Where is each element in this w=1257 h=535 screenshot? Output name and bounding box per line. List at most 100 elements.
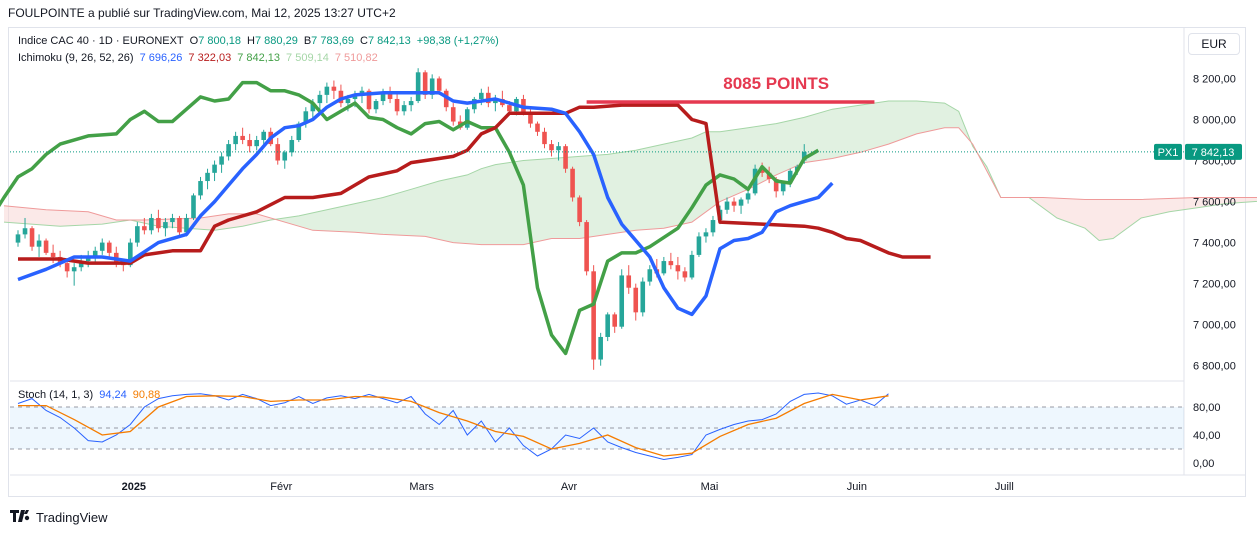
candle-body bbox=[401, 105, 407, 112]
candle bbox=[92, 246, 98, 264]
candle-body bbox=[92, 250, 98, 257]
close-label: C bbox=[360, 35, 368, 47]
ichimoku-name: Ichimoku (9, 26, 52, 26) bbox=[18, 52, 134, 64]
publication-caption: FOULPOINTE a publié sur TradingView.com,… bbox=[8, 6, 396, 20]
time-tick-label: Avr bbox=[561, 481, 578, 493]
candle-body bbox=[556, 146, 561, 151]
candle-body bbox=[303, 111, 309, 124]
open-value: 7 800,18 bbox=[198, 35, 242, 47]
last-price-tag-bg bbox=[1154, 143, 1182, 160]
stoch-d-line bbox=[18, 393, 889, 457]
stoch-tick-label: 0,00 bbox=[1193, 458, 1214, 470]
candle bbox=[156, 209, 161, 233]
candle-body bbox=[15, 234, 21, 243]
candle-body bbox=[591, 271, 596, 360]
currency-button[interactable]: EUR bbox=[1188, 33, 1240, 55]
candle bbox=[282, 150, 288, 169]
candle-body bbox=[464, 109, 470, 128]
candle bbox=[170, 213, 175, 229]
candle-body bbox=[247, 140, 252, 147]
time-tick-label: Juin bbox=[847, 481, 867, 493]
candle-body bbox=[563, 146, 568, 169]
leading-span-b bbox=[3, 127, 1257, 246]
main-series-legend[interactable]: Indice CAC 40 · 1D · EURONEXT O7 800,18 H7… bbox=[18, 35, 505, 47]
candle bbox=[261, 129, 266, 145]
candle bbox=[577, 195, 582, 227]
last-price-badge: 7 842,13 bbox=[1192, 147, 1235, 159]
candle bbox=[212, 160, 217, 182]
ichimoku-legend[interactable]: Ichimoku (9, 26, 52, 26) 7 696,26 7 322,03… bbox=[18, 52, 384, 64]
candle-body bbox=[219, 156, 224, 165]
candle-body bbox=[106, 242, 112, 253]
candle bbox=[731, 197, 737, 212]
candle-body bbox=[738, 199, 744, 206]
candle-body bbox=[261, 131, 266, 141]
candle bbox=[226, 140, 231, 161]
candle-body bbox=[387, 92, 393, 99]
candle-body bbox=[696, 236, 702, 255]
conversion-line bbox=[17, 91, 834, 317]
candle bbox=[745, 189, 751, 204]
candle bbox=[247, 133, 252, 153]
brand-name: TradingView bbox=[36, 510, 108, 525]
stoch-legend[interactable]: Stoch (14, 1, 3) 94,24 90,88 bbox=[18, 389, 166, 401]
lagging-span-line bbox=[0, 80, 820, 356]
candle-body bbox=[226, 144, 231, 157]
candle-body bbox=[787, 170, 793, 184]
candle bbox=[738, 197, 744, 214]
candle bbox=[394, 92, 400, 116]
candle bbox=[324, 82, 330, 104]
candle bbox=[640, 277, 646, 317]
candle-body bbox=[745, 193, 751, 200]
candle-body bbox=[408, 101, 414, 106]
candle bbox=[22, 217, 28, 239]
candle-body bbox=[542, 131, 547, 145]
candle-body bbox=[619, 275, 625, 327]
candle-body bbox=[640, 281, 646, 313]
candle-body bbox=[436, 78, 442, 91]
candle bbox=[675, 256, 681, 280]
chart-frame bbox=[8, 27, 1246, 497]
candle bbox=[584, 220, 589, 276]
candle bbox=[331, 80, 337, 99]
stoch-k-value: 94,24 bbox=[99, 389, 127, 401]
candle-body bbox=[528, 113, 533, 124]
candle bbox=[408, 96, 414, 112]
candle bbox=[15, 230, 21, 247]
candle bbox=[401, 101, 407, 116]
candle-body bbox=[198, 181, 203, 196]
candle-body bbox=[296, 123, 302, 141]
candle-body bbox=[535, 123, 540, 132]
time-tick-label: Mai bbox=[701, 481, 719, 493]
price-tick-label: 8 000,00 bbox=[1193, 114, 1236, 126]
candle bbox=[149, 213, 154, 235]
candle bbox=[106, 240, 112, 257]
price-tick-label: 7 400,00 bbox=[1193, 238, 1236, 250]
candle-body bbox=[324, 86, 330, 95]
candle bbox=[612, 312, 617, 333]
candle bbox=[443, 88, 449, 112]
candle-body bbox=[233, 135, 238, 145]
ichimoku-cloud bbox=[4, 101, 1257, 245]
candle-body bbox=[85, 256, 91, 262]
candle-body bbox=[36, 240, 42, 247]
candle bbox=[626, 265, 632, 294]
time-tick-label: Mars bbox=[409, 481, 434, 493]
annotation-label: 8085 POINTS bbox=[723, 74, 829, 93]
candle-body bbox=[479, 92, 484, 99]
candle-body bbox=[373, 101, 379, 110]
candle-body bbox=[661, 261, 667, 274]
conversion-value: 7 696,26 bbox=[139, 52, 183, 64]
candle-body bbox=[254, 140, 259, 147]
candle bbox=[177, 215, 182, 237]
time-tick-label: Févr bbox=[270, 481, 292, 493]
candle-body bbox=[177, 217, 182, 233]
candle bbox=[233, 131, 238, 151]
candle-body bbox=[415, 72, 421, 102]
time-tick-label: Juill bbox=[995, 481, 1014, 493]
cloud-bearish bbox=[4, 205, 127, 227]
candle-body bbox=[43, 240, 49, 253]
footer[interactable]: TradingView bbox=[10, 510, 108, 525]
candle-body bbox=[626, 275, 632, 288]
